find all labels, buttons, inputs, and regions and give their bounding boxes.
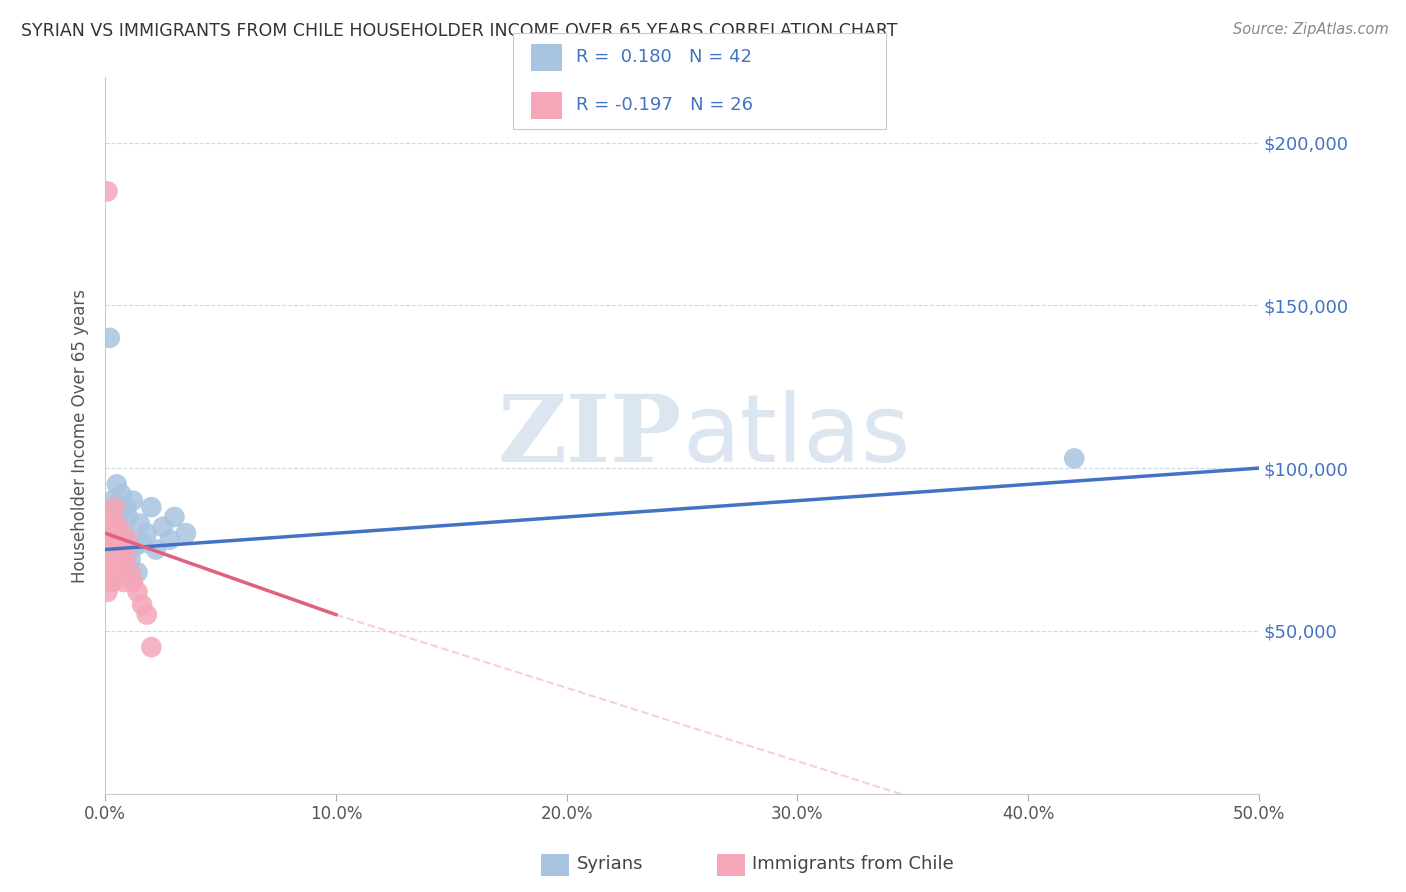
- Point: [141, 500, 163, 515]
- Point: [108, 558, 131, 573]
- Point: [98, 526, 121, 541]
- Point: [124, 539, 146, 553]
- Point: [96, 185, 118, 199]
- Text: R =  0.180   N = 42: R = 0.180 N = 42: [576, 48, 752, 66]
- Point: [115, 552, 138, 566]
- Text: R = -0.197   N = 26: R = -0.197 N = 26: [576, 96, 754, 114]
- Point: [145, 542, 167, 557]
- Point: [117, 510, 139, 524]
- Point: [103, 539, 125, 553]
- Text: SYRIAN VS IMMIGRANTS FROM CHILE HOUSEHOLDER INCOME OVER 65 YEARS CORRELATION CHA: SYRIAN VS IMMIGRANTS FROM CHILE HOUSEHOL…: [21, 22, 897, 40]
- Point: [105, 526, 128, 541]
- Point: [98, 566, 121, 580]
- Point: [98, 533, 121, 547]
- Y-axis label: Householder Income Over 65 years: Householder Income Over 65 years: [72, 288, 89, 582]
- Text: atlas: atlas: [682, 390, 910, 482]
- Point: [127, 566, 149, 580]
- Point: [96, 533, 118, 547]
- Point: [110, 566, 132, 580]
- Point: [98, 331, 121, 345]
- Point: [103, 552, 125, 566]
- Point: [163, 510, 186, 524]
- Point: [120, 566, 142, 580]
- Point: [101, 493, 124, 508]
- Point: [101, 575, 124, 590]
- Point: [122, 493, 145, 508]
- Point: [101, 566, 124, 580]
- Point: [96, 542, 118, 557]
- Text: Source: ZipAtlas.com: Source: ZipAtlas.com: [1233, 22, 1389, 37]
- Point: [117, 533, 139, 547]
- Point: [103, 500, 125, 515]
- Point: [131, 536, 153, 550]
- Point: [112, 542, 135, 557]
- Text: ZIP: ZIP: [498, 391, 682, 481]
- Point: [112, 558, 135, 573]
- Point: [98, 575, 121, 590]
- Point: [115, 549, 138, 563]
- Point: [108, 519, 131, 533]
- Point: [115, 500, 138, 515]
- Point: [108, 566, 131, 580]
- Point: [122, 575, 145, 590]
- Text: Immigrants from Chile: Immigrants from Chile: [752, 855, 953, 873]
- Text: Syrians: Syrians: [576, 855, 643, 873]
- Point: [105, 477, 128, 491]
- Point: [174, 526, 197, 541]
- Point: [96, 552, 118, 566]
- Point: [159, 533, 181, 547]
- Point: [110, 542, 132, 557]
- Point: [110, 487, 132, 501]
- Point: [131, 598, 153, 612]
- Point: [96, 584, 118, 599]
- Point: [117, 533, 139, 547]
- Point: [101, 510, 124, 524]
- Point: [112, 575, 135, 590]
- Point: [105, 533, 128, 547]
- Point: [98, 552, 121, 566]
- Point: [103, 519, 125, 533]
- Point: [101, 542, 124, 557]
- Point: [105, 552, 128, 566]
- Point: [103, 500, 125, 515]
- Point: [120, 552, 142, 566]
- Point: [101, 549, 124, 563]
- Point: [141, 640, 163, 655]
- Point: [128, 516, 150, 531]
- Point: [135, 607, 157, 622]
- Point: [108, 510, 131, 524]
- Point: [152, 519, 174, 533]
- Point: [105, 566, 128, 580]
- Point: [98, 519, 121, 533]
- Point: [135, 526, 157, 541]
- Point: [112, 526, 135, 541]
- Point: [127, 584, 149, 599]
- Point: [96, 566, 118, 580]
- Point: [1063, 451, 1085, 466]
- Point: [98, 558, 121, 573]
- Point: [101, 510, 124, 524]
